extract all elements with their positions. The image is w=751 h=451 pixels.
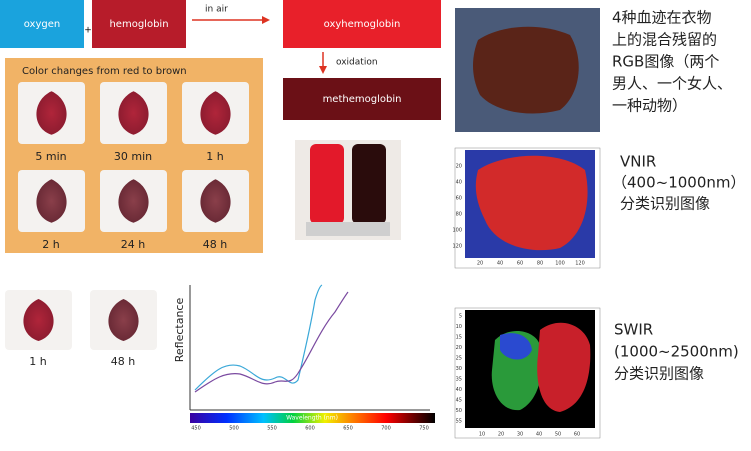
blood-spot — [108, 299, 139, 341]
arrow-head — [319, 66, 327, 74]
methemoglobin-box — [283, 78, 441, 120]
tick-label: 20 — [498, 432, 504, 438]
blood-spot — [36, 91, 67, 135]
tick-label: 500 — [229, 426, 239, 432]
tick-label: 50 — [555, 432, 561, 438]
tube-base — [306, 222, 348, 236]
tick-label: 40 — [497, 261, 503, 267]
tube-base — [348, 222, 390, 236]
y-axis-label: Reflectance — [173, 298, 186, 363]
swir-region — [500, 333, 532, 360]
oxyhemoglobin-label: oxyhemoglobin — [324, 19, 401, 30]
tick-label: 30 — [517, 432, 523, 438]
tick-label: 10 — [479, 432, 485, 438]
blood-spot — [200, 179, 231, 223]
blood-spot — [200, 91, 231, 135]
spectrum-curve — [194, 291, 349, 393]
hemoglobin-label: hemoglobin — [109, 19, 168, 30]
tick-label: 120 — [452, 244, 462, 250]
tick-label: 20 — [477, 261, 483, 267]
plus: + — [84, 26, 92, 36]
panel-title: Color changes from red to brown — [22, 66, 187, 77]
tick-label: 450 — [191, 426, 201, 432]
x-axis-label: Wavelength (nm) — [286, 415, 338, 422]
sample-label: 48 h — [111, 355, 135, 368]
blood-spot — [118, 179, 149, 223]
oxidation-label: oxidation — [336, 58, 378, 68]
tube — [310, 144, 344, 224]
sample-label: 2 h — [42, 238, 59, 251]
caption: 分类识别图像 — [620, 195, 710, 213]
tick-label: 40 — [456, 387, 462, 393]
oxyhemoglobin-box — [283, 0, 441, 48]
oxygen-label: oxygen — [24, 19, 60, 30]
tick-label: 20 — [456, 164, 462, 170]
tick-label: 60 — [456, 196, 462, 202]
tick-label: 120 — [575, 261, 585, 267]
tick-label: 30 — [456, 366, 462, 372]
tick-label: 45 — [456, 398, 462, 404]
tick-label: 40 — [536, 432, 542, 438]
tick-label: 100 — [452, 228, 462, 234]
tick-label: 80 — [537, 261, 543, 267]
sample-label: 1 h — [206, 150, 223, 163]
caption: 分类识别图像 — [614, 365, 704, 383]
caption: 一种动物） — [612, 97, 687, 115]
tick-label: 700 — [381, 426, 391, 432]
oxygen-box — [0, 0, 84, 48]
tick-label: 35 — [456, 377, 462, 383]
tick-label: 10 — [456, 324, 462, 330]
blood-spot — [118, 91, 149, 135]
tick-label: 55 — [456, 419, 462, 425]
caption: SWIR — [614, 321, 653, 339]
tick-label: 50 — [456, 408, 462, 414]
hemoglobin-box — [92, 0, 186, 48]
arrow-head — [262, 16, 270, 24]
sample-label: 24 h — [121, 238, 145, 251]
spectrum-curve — [194, 284, 323, 391]
caption: RGB图像（两个 — [612, 53, 719, 71]
tick-label: 80 — [456, 212, 462, 218]
tick-label: 60 — [574, 432, 580, 438]
tick-label: 650 — [343, 426, 353, 432]
methemoglobin-label: methemoglobin — [323, 94, 402, 105]
swir-region — [537, 322, 591, 412]
sample-label: 1 h — [29, 355, 46, 368]
tick-label: 5 — [459, 314, 462, 320]
in-air-label: in air — [205, 5, 228, 15]
caption: 4种血迹在衣物 — [612, 9, 712, 27]
tick-label: 100 — [555, 261, 565, 267]
tick-label: 600 — [305, 426, 315, 432]
tick-label: 40 — [456, 180, 462, 186]
tick-label: 60 — [517, 261, 523, 267]
tick-label: 550 — [267, 426, 277, 432]
tick-label: 750 — [419, 426, 429, 432]
sample-label: 5 min — [35, 150, 66, 163]
caption: （400~1000nm） — [612, 174, 746, 192]
tick-label: 20 — [456, 345, 462, 351]
caption: (1000~2500nm) — [614, 343, 739, 361]
vnir-region — [475, 155, 588, 251]
tick-label: 25 — [456, 356, 462, 362]
blood-spot — [36, 179, 67, 223]
tick-label: 15 — [456, 335, 462, 341]
sample-label: 30 min — [114, 150, 152, 163]
sample-label: 48 h — [203, 238, 227, 251]
spectrum-bar — [190, 413, 435, 423]
stain — [473, 26, 579, 114]
tube — [352, 144, 386, 224]
caption: 上的混合残留的 — [612, 31, 717, 49]
blood-spot — [23, 299, 54, 341]
caption: 男人、一个女人、 — [612, 75, 732, 93]
caption: VNIR — [620, 153, 656, 171]
